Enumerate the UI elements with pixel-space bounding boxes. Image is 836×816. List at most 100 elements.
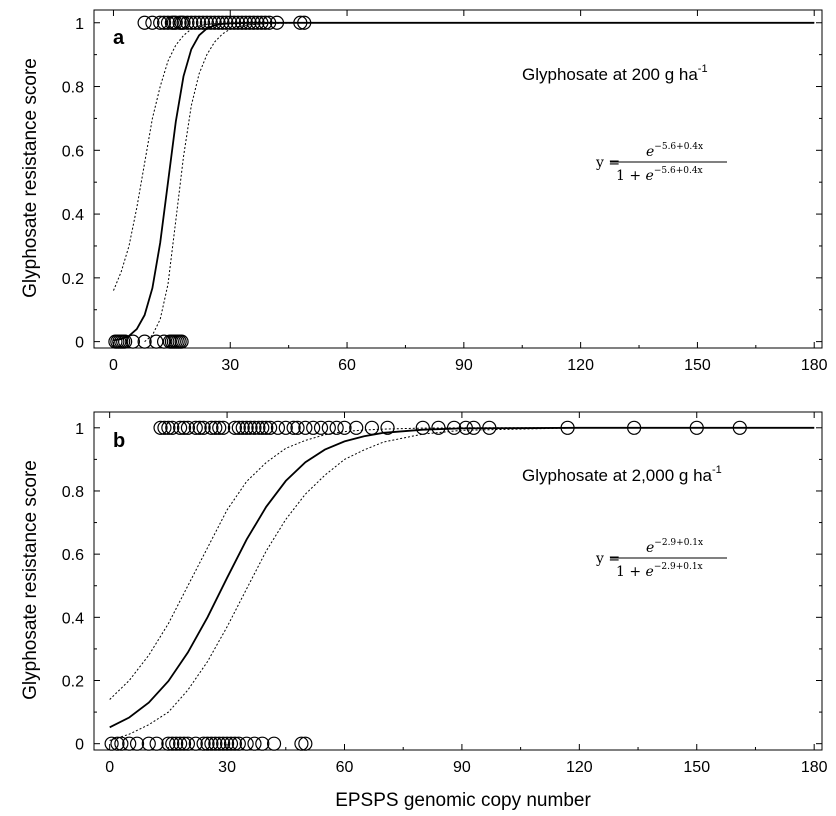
data-point — [258, 15, 273, 30]
data-point — [431, 420, 446, 435]
numerator-exponent: −5.6+0.4x — [654, 142, 703, 152]
data-point — [294, 736, 309, 751]
plot-frame — [93, 411, 823, 751]
data-point — [238, 15, 253, 30]
data-point — [180, 420, 196, 435]
y-tick-label: 0.2 — [62, 271, 84, 288]
data-point — [118, 334, 133, 349]
data-point — [199, 15, 214, 30]
dose-annotation: Glyphosate at 200 g ha-1 — [522, 63, 708, 84]
data-point — [208, 420, 223, 435]
data-point — [184, 15, 199, 30]
data-point — [246, 15, 261, 30]
data-point — [227, 420, 243, 435]
data-point — [208, 736, 223, 751]
data-point — [227, 736, 243, 751]
data-point — [269, 15, 285, 30]
data-point — [231, 420, 246, 435]
data-point — [231, 736, 246, 751]
logistic-equation: y =e−5.6+0.4x1 + e−5.6+0.4x — [595, 142, 727, 184]
x-axis-label: EPSPS genomic copy number — [335, 790, 591, 811]
confidence-band-line — [144, 22, 815, 342]
data-point — [286, 420, 301, 435]
data-point — [689, 420, 704, 435]
x-tick-label: 150 — [684, 357, 711, 374]
data-point — [235, 420, 250, 435]
data-point — [204, 736, 219, 751]
data-point — [176, 420, 192, 435]
panel-b: 0 30 60 90 120 150 180 0 0.2 0.4 0.6 0.8 1 Glyphosate… — [20, 411, 828, 776]
y-axis-label: Glyphosate resistance score — [20, 460, 41, 700]
plot-frame — [93, 9, 823, 349]
data-point — [104, 736, 119, 751]
data-point — [254, 15, 269, 30]
data-point — [466, 420, 481, 435]
data-point — [306, 420, 321, 435]
data-point — [298, 420, 313, 435]
equation-denominator: 1 + e−5.6+0.4x — [616, 166, 703, 184]
denominator-prefix: 1 + — [616, 564, 646, 580]
data-point — [165, 420, 180, 435]
data-point — [169, 736, 184, 751]
data-point — [266, 736, 282, 751]
x-tick-label: 90 — [453, 759, 471, 776]
data-point — [321, 420, 336, 435]
data-point — [270, 420, 286, 435]
data-point — [180, 736, 196, 751]
data-point — [165, 736, 180, 751]
y-tick-label: 0.4 — [62, 207, 84, 224]
denominator-base: e — [646, 564, 654, 580]
y-tick-label: 0.6 — [62, 547, 84, 564]
data-point — [176, 15, 191, 30]
data-point — [129, 736, 145, 751]
y-tick-label: 0 — [75, 737, 84, 754]
data-point — [247, 420, 262, 435]
data-point — [188, 15, 203, 30]
data-point — [458, 420, 473, 435]
data-point — [110, 736, 125, 751]
data-point — [215, 15, 230, 30]
data-point — [313, 420, 329, 435]
x-tick-label: 60 — [338, 357, 356, 374]
data-point — [329, 420, 344, 435]
data-point — [125, 334, 141, 349]
y-tick-label: 0.4 — [62, 610, 84, 627]
data-point — [732, 420, 747, 435]
panel-a: 0 30 60 90 120 150 180 0 0.2 0.4 0.6 0.8 1 Glyphosate… — [20, 9, 828, 374]
x-tick-label: 120 — [566, 759, 593, 776]
data-point — [219, 15, 234, 30]
y-tick-label: 1 — [75, 421, 84, 438]
denominator-exponent: −2.9+0.1x — [654, 562, 703, 572]
data-point — [482, 420, 497, 435]
data-point — [627, 420, 642, 435]
x-tick-label: 0 — [105, 759, 114, 776]
data-point — [160, 15, 176, 30]
x-tick-label: 30 — [218, 759, 236, 776]
y-tick-label: 0.6 — [62, 143, 84, 160]
x-tick-label: 90 — [455, 357, 473, 374]
data-point — [211, 15, 226, 30]
data-point — [242, 15, 257, 30]
panel-letter: a — [113, 27, 125, 49]
data-point — [239, 420, 254, 435]
data-point — [278, 420, 293, 435]
data-point — [149, 334, 164, 349]
panel-letter: b — [113, 430, 125, 452]
data-point — [156, 15, 172, 30]
data-point — [212, 736, 227, 751]
data-point — [243, 420, 258, 435]
data-point — [192, 420, 207, 435]
data-point — [223, 15, 238, 30]
data-point — [141, 736, 156, 751]
data-point — [212, 420, 227, 435]
denominator-exponent: −5.6+0.4x — [654, 166, 703, 176]
data-point — [298, 736, 313, 751]
data-point — [337, 420, 352, 435]
data-point — [161, 736, 176, 751]
data-point — [203, 15, 218, 30]
data-point — [227, 15, 242, 30]
equation-lhs: y = — [595, 551, 620, 567]
numerator-exponent: −2.9+0.1x — [654, 538, 703, 548]
x-tick-label: 0 — [109, 357, 118, 374]
